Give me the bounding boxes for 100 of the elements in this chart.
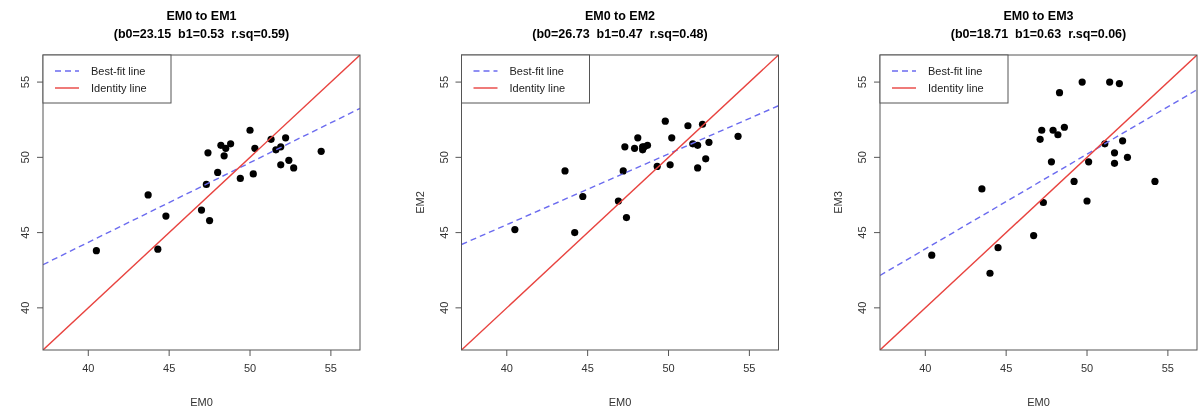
x-axis-title: EM0 <box>190 396 213 408</box>
point <box>249 170 257 178</box>
x-tick-label: 40 <box>82 362 95 374</box>
point <box>621 143 629 151</box>
y-tick-label: 55 <box>856 75 868 89</box>
chart-title: EM0 to EM1 <box>166 9 237 23</box>
point <box>630 144 639 152</box>
y-tick-label: 45 <box>856 226 868 239</box>
point <box>290 164 298 172</box>
y-axis-title: EM3 <box>832 191 844 214</box>
point <box>705 138 713 146</box>
point <box>634 134 642 142</box>
y-tick-label: 50 <box>437 151 450 164</box>
point <box>246 126 254 134</box>
y-tick-label: 50 <box>856 151 868 164</box>
point <box>214 168 222 176</box>
legend-label: Best-fit line <box>928 65 983 77</box>
legend-label: Identity line <box>928 82 984 94</box>
point <box>144 191 152 199</box>
point <box>1123 153 1132 161</box>
point <box>666 161 674 169</box>
legend-label: Best-fit line <box>91 65 146 77</box>
point <box>162 212 170 220</box>
point <box>1049 126 1057 134</box>
point <box>619 167 627 175</box>
point <box>994 244 1002 252</box>
point <box>154 245 162 253</box>
point <box>277 161 285 169</box>
legend-label: Identity line <box>509 82 566 94</box>
point <box>1119 137 1127 145</box>
point <box>1030 232 1038 240</box>
point <box>1151 177 1159 186</box>
x-tick-label: 55 <box>324 362 338 374</box>
point <box>1047 158 1056 166</box>
point <box>734 132 742 140</box>
point <box>511 225 519 234</box>
x-axis-title: EM0 <box>1027 396 1050 408</box>
chart-title: EM0 to EM3 <box>1003 9 1074 23</box>
y-tick-label: 45 <box>19 226 31 239</box>
chart-subtitle: (b0=26.73 b1=0.47 r.sq=0.48) <box>532 27 708 41</box>
point <box>684 122 692 130</box>
point <box>1110 149 1119 157</box>
x-axis-title: EM0 <box>608 396 632 408</box>
point <box>643 141 652 149</box>
point <box>1085 158 1093 166</box>
chart-subtitle: (b0=23.15 b1=0.53 r.sq=0.59) <box>113 27 290 41</box>
point <box>1115 80 1123 88</box>
point <box>1083 197 1091 205</box>
point <box>1039 198 1047 207</box>
point <box>561 167 569 175</box>
point <box>1110 159 1119 167</box>
legend-label: Identity line <box>91 82 147 94</box>
point <box>92 247 100 255</box>
point <box>986 269 994 277</box>
point <box>282 134 290 142</box>
point <box>1106 78 1114 86</box>
x-tick-label: 55 <box>1161 362 1175 374</box>
point <box>197 206 206 214</box>
point <box>1054 131 1062 139</box>
y-tick-label: 40 <box>437 301 450 314</box>
y-axis-title: EM2 <box>413 191 426 214</box>
point <box>571 229 579 237</box>
point <box>661 117 669 125</box>
point <box>694 164 702 172</box>
point <box>1036 135 1044 143</box>
point <box>579 192 587 201</box>
x-tick-label: 45 <box>1000 362 1013 374</box>
point <box>694 141 702 149</box>
x-tick-label: 45 <box>581 362 594 374</box>
x-tick-label: 45 <box>163 362 176 374</box>
y-tick-label: 55 <box>19 75 31 89</box>
x-tick-label: 55 <box>743 362 756 374</box>
point <box>928 251 936 259</box>
x-tick-label: 40 <box>500 362 513 374</box>
chart-title: EM0 to EM2 <box>584 9 656 23</box>
point <box>978 185 986 193</box>
point <box>236 174 244 183</box>
y-tick-label: 55 <box>437 75 450 89</box>
x-tick-label: 50 <box>243 362 257 374</box>
point <box>622 213 631 222</box>
point <box>222 144 230 152</box>
y-tick-label: 40 <box>856 301 868 314</box>
y-tick-label: 40 <box>19 301 31 314</box>
point <box>1038 126 1046 134</box>
x-tick-label: 40 <box>919 362 932 374</box>
point <box>1055 89 1064 97</box>
point <box>227 140 235 148</box>
point <box>668 134 676 142</box>
point <box>205 216 214 225</box>
point <box>1070 177 1078 186</box>
x-tick-label: 50 <box>1080 362 1094 374</box>
point <box>285 156 293 164</box>
chart-subtitle: (b0=18.71 b1=0.63 r.sq=0.06) <box>950 27 1127 41</box>
point <box>204 149 212 157</box>
x-tick-label: 50 <box>662 362 675 374</box>
legend-label: Best-fit line <box>509 65 564 77</box>
point <box>702 155 710 163</box>
y-tick-label: 50 <box>19 151 31 164</box>
y-tick-label: 45 <box>437 226 450 239</box>
point <box>1078 78 1086 86</box>
